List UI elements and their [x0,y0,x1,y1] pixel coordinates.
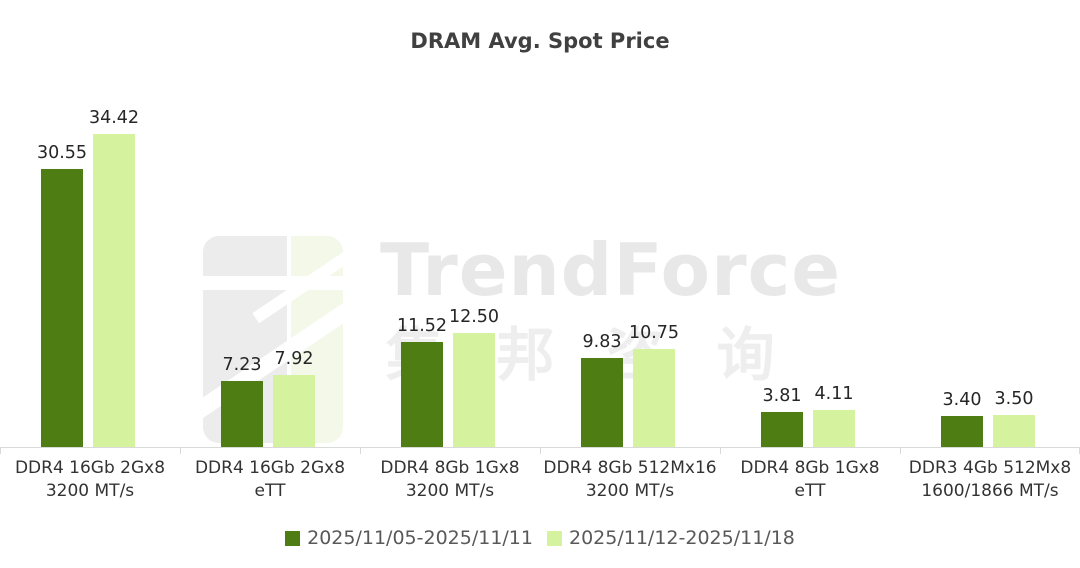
bar-week1 [221,381,263,447]
bar-week1 [581,358,623,447]
legend-label: 2025/11/12-2025/11/18 [569,527,795,549]
value-label: 7.23 [222,355,262,375]
value-label: 7.92 [274,349,314,369]
category-label: DDR4 16Gb 2Gx8 3200 MT/s [14,458,166,501]
value-label: 34.42 [88,108,140,128]
value-label: 11.52 [396,316,448,336]
bar-week2 [273,375,315,447]
bar-week2 [993,415,1035,447]
bar-week1 [401,342,443,447]
legend-swatch-light-green [547,530,562,546]
bar-week1 [941,416,983,447]
bar-week1 [41,169,83,447]
bar-week2 [813,410,855,447]
watermark-chinese-text: 集 邦 咨 询 [386,321,791,389]
value-label: 3.81 [762,386,802,406]
legend-label: 2025/11/05-2025/11/11 [307,527,533,549]
chart-title: DRAM Avg. Spot Price [410,29,670,53]
bar-week2 [453,333,495,447]
bar-week2 [93,134,135,447]
axis-tick [360,447,361,454]
value-label: 9.83 [582,332,622,352]
value-label: 12.50 [448,307,500,327]
category-label: DDR4 16Gb 2Gx8 eTT [194,458,346,501]
axis-tick [180,447,181,454]
legend-swatch-dark-green [285,530,301,546]
value-label: 4.11 [814,384,854,404]
category-label: DDR3 4Gb 512Mx8 1600/1866 MT/s [908,458,1072,501]
axis-tick [900,447,901,454]
axis-tick [540,447,541,454]
value-label: 3.50 [994,389,1034,409]
value-label: 3.40 [942,390,982,410]
category-label: DDR4 8Gb 1Gx8 eTT [740,458,880,501]
category-label: DDR4 8Gb 512Mx16 3200 MT/s [543,458,717,501]
axis-tick [720,447,721,454]
bar-week1 [761,412,803,447]
bar-week2 [633,349,675,447]
category-label: DDR4 8Gb 1Gx8 3200 MT/s [380,458,520,501]
watermark-brand-text: TrendForce [380,228,842,312]
value-label: 30.55 [36,143,88,163]
trendforce-logo-icon [181,236,365,443]
legend: 2025/11/05-2025/11/11 2025/11/12-2025/11… [0,527,1080,549]
value-label: 10.75 [628,323,680,343]
legend-entry-prev-week: 2025/11/05-2025/11/11 [285,527,533,549]
axis-tick [0,447,1,454]
legend-entry-curr-week: 2025/11/12-2025/11/18 [547,527,795,549]
